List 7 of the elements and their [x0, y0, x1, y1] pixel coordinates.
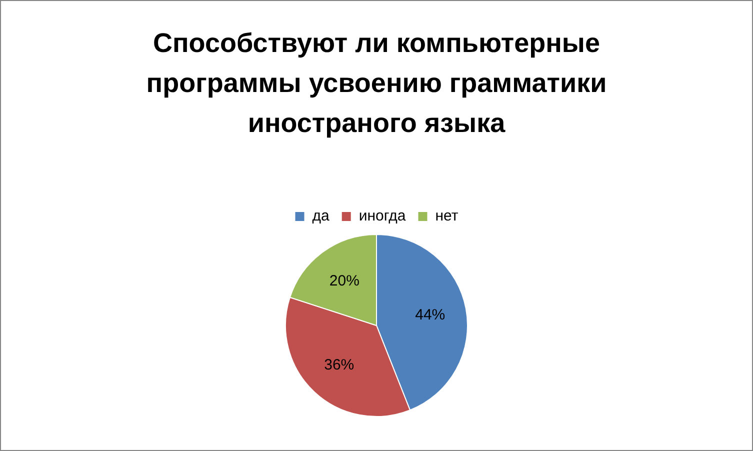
data-label: 44% [415, 306, 446, 324]
legend-label: иногда [358, 208, 406, 225]
legend-label: нет [435, 208, 458, 225]
data-label: 20% [329, 272, 360, 290]
data-label: 36% [324, 356, 354, 374]
legend-label: да [312, 208, 330, 225]
chart-title: Способствуют ли компьютерные программы усвоению грамматики иностраного языка [145, 27, 608, 140]
